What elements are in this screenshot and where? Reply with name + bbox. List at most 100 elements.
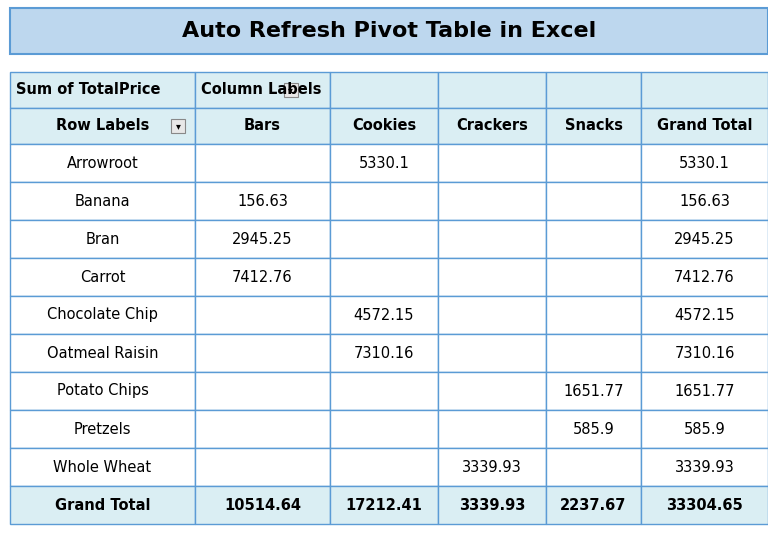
- Bar: [195, 220, 330, 258]
- Text: 10514.64: 10514.64: [224, 497, 301, 512]
- Bar: [438, 448, 546, 486]
- Bar: [438, 486, 546, 524]
- Bar: [195, 144, 330, 182]
- Text: ▾: ▾: [176, 121, 180, 131]
- Bar: [195, 486, 330, 524]
- Bar: [10, 108, 195, 144]
- Bar: [546, 182, 641, 220]
- Bar: [330, 220, 438, 258]
- Bar: [330, 448, 438, 486]
- Text: 585.9: 585.9: [684, 422, 725, 437]
- Bar: [330, 486, 438, 524]
- Bar: [641, 410, 768, 448]
- Bar: [10, 410, 195, 448]
- Bar: [10, 72, 195, 108]
- Bar: [10, 258, 195, 296]
- Text: Oatmeal Raisin: Oatmeal Raisin: [47, 345, 158, 360]
- Text: Row Labels: Row Labels: [56, 119, 149, 134]
- Bar: [330, 296, 438, 334]
- Bar: [195, 410, 330, 448]
- Bar: [10, 296, 195, 334]
- Text: Sum of TotalPrice: Sum of TotalPrice: [16, 83, 161, 98]
- Text: Chocolate Chip: Chocolate Chip: [47, 308, 158, 323]
- Bar: [546, 258, 641, 296]
- Text: 2945.25: 2945.25: [674, 231, 735, 246]
- Bar: [546, 410, 641, 448]
- Text: 7310.16: 7310.16: [674, 345, 735, 360]
- Bar: [330, 72, 438, 108]
- Text: 3339.93: 3339.93: [462, 460, 522, 475]
- Bar: [641, 72, 768, 108]
- Bar: [10, 334, 195, 372]
- Text: Carrot: Carrot: [80, 270, 125, 285]
- Bar: [195, 182, 330, 220]
- Bar: [546, 144, 641, 182]
- Bar: [641, 182, 768, 220]
- Bar: [438, 296, 546, 334]
- Bar: [438, 410, 546, 448]
- Bar: [10, 372, 195, 410]
- Bar: [195, 334, 330, 372]
- Text: Auto Refresh Pivot Table in Excel: Auto Refresh Pivot Table in Excel: [182, 21, 596, 41]
- Text: Grand Total: Grand Total: [657, 119, 752, 134]
- Text: Cookies: Cookies: [352, 119, 416, 134]
- Text: 2237.67: 2237.67: [561, 497, 627, 512]
- Bar: [641, 144, 768, 182]
- Text: 4572.15: 4572.15: [674, 308, 735, 323]
- Bar: [283, 83, 298, 97]
- Bar: [641, 486, 768, 524]
- Text: 3339.93: 3339.93: [458, 497, 525, 512]
- Bar: [438, 108, 546, 144]
- Bar: [330, 334, 438, 372]
- Text: Bran: Bran: [85, 231, 120, 246]
- Text: 4572.15: 4572.15: [354, 308, 414, 323]
- Text: 5330.1: 5330.1: [679, 156, 730, 171]
- Text: Whole Wheat: Whole Wheat: [54, 460, 151, 475]
- Bar: [195, 372, 330, 410]
- Bar: [10, 486, 195, 524]
- Text: 7412.76: 7412.76: [232, 270, 293, 285]
- Bar: [438, 144, 546, 182]
- Text: 7412.76: 7412.76: [674, 270, 735, 285]
- Text: Column Labels: Column Labels: [201, 83, 322, 98]
- Bar: [10, 144, 195, 182]
- Bar: [10, 182, 195, 220]
- Text: 2945.25: 2945.25: [232, 231, 293, 246]
- Bar: [330, 258, 438, 296]
- Bar: [10, 8, 768, 54]
- Bar: [641, 258, 768, 296]
- Bar: [195, 72, 330, 108]
- Bar: [546, 220, 641, 258]
- Text: Snacks: Snacks: [564, 119, 623, 134]
- Bar: [641, 108, 768, 144]
- Text: 5330.1: 5330.1: [359, 156, 409, 171]
- Bar: [10, 448, 195, 486]
- Bar: [195, 448, 330, 486]
- Text: Bars: Bars: [244, 119, 281, 134]
- Text: 33304.65: 33304.65: [666, 497, 743, 512]
- Bar: [546, 296, 641, 334]
- Bar: [438, 72, 546, 108]
- Bar: [641, 296, 768, 334]
- Bar: [438, 372, 546, 410]
- Text: 156.63: 156.63: [237, 193, 288, 208]
- Text: 1651.77: 1651.77: [674, 383, 735, 398]
- Bar: [195, 258, 330, 296]
- Text: Potato Chips: Potato Chips: [57, 383, 148, 398]
- Bar: [438, 220, 546, 258]
- Bar: [641, 372, 768, 410]
- Bar: [546, 486, 641, 524]
- Text: 585.9: 585.9: [573, 422, 614, 437]
- Bar: [195, 108, 330, 144]
- Text: Crackers: Crackers: [456, 119, 528, 134]
- Bar: [641, 448, 768, 486]
- Bar: [438, 258, 546, 296]
- Bar: [641, 334, 768, 372]
- Bar: [330, 144, 438, 182]
- Text: Banana: Banana: [74, 193, 131, 208]
- Bar: [438, 334, 546, 372]
- Bar: [195, 296, 330, 334]
- Bar: [546, 448, 641, 486]
- Bar: [546, 334, 641, 372]
- Text: Arrowroot: Arrowroot: [67, 156, 138, 171]
